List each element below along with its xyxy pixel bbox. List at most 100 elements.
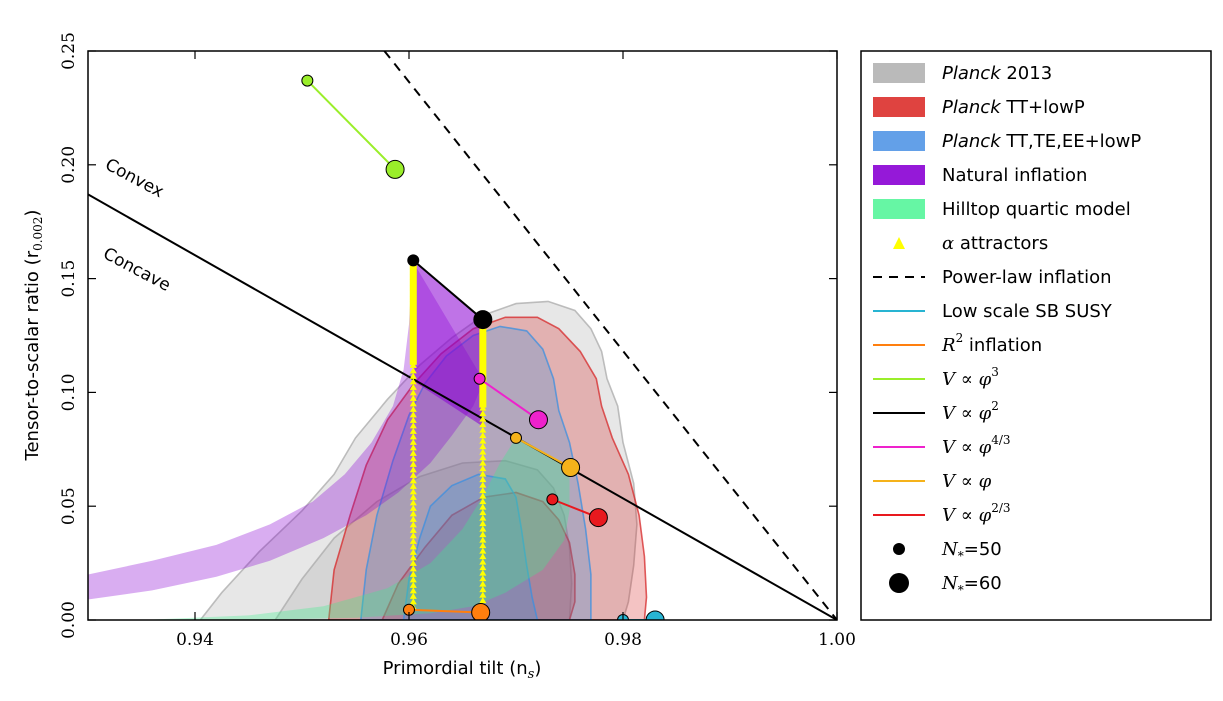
alpha-attractor-marker	[409, 405, 417, 412]
alpha-attractor-marker	[479, 564, 487, 571]
alpha-attractor-marker	[409, 367, 417, 374]
alpha-attractor-marker	[409, 273, 417, 280]
legend-label: Low scale SB SUSY	[942, 301, 1113, 322]
legend-item: Planck TT+lowP	[873, 97, 1085, 118]
alpha-region-fill	[413, 260, 483, 427]
alpha-attractor-marker	[409, 559, 417, 566]
alpha-attractor-marker	[409, 301, 417, 308]
legend-item: Power-law inflation	[873, 267, 1112, 288]
x-tick-label: 0.98	[604, 630, 642, 650]
alpha-attractor-marker	[409, 438, 417, 445]
alpha-attractor-marker	[409, 554, 417, 561]
alpha-attractor-marker	[479, 355, 487, 362]
y-tick-label: 0.10	[59, 373, 79, 411]
alpha-attractor-marker	[479, 498, 487, 505]
alpha-attractor-marker	[409, 383, 417, 390]
legend-item: R2 inflation	[873, 331, 1042, 356]
alpha-attractor-marker	[409, 394, 417, 401]
legend-swatch	[873, 97, 925, 117]
alpha-attractor-marker	[409, 598, 417, 605]
planck-contours	[199, 300, 648, 620]
alpha-attractor-marker	[479, 426, 487, 433]
alpha-attractor-marker	[409, 455, 417, 462]
annotation-concave: Concave	[100, 244, 174, 296]
y-tick-label: 0.00	[59, 601, 79, 639]
point-low-scale-sb-susy-n60	[645, 610, 665, 620]
legend-label: R2 inflation	[941, 331, 1042, 356]
alpha-attractor-marker	[409, 372, 417, 379]
alpha-attractor-marker	[409, 488, 417, 495]
legend-label: Planck TT,TE,EE+lowP	[942, 131, 1141, 152]
legend-item: N*=50	[893, 539, 1002, 563]
legend-swatch	[873, 165, 925, 185]
alpha-attractor-marker	[479, 597, 487, 604]
alpha-attractor-marker	[479, 393, 487, 400]
alpha-attractor-marker	[409, 350, 417, 357]
alpha-attractor-marker	[409, 471, 417, 478]
alpha-attractor-marker	[409, 466, 417, 473]
legend-swatch	[873, 131, 925, 151]
contour-planck-tt-te-ee-lowp-68	[402, 473, 539, 620]
legend-item: V ∝ φ2	[873, 399, 999, 424]
line-convex-concave-divider	[88, 193, 837, 620]
point-v-4-3-n60	[528, 410, 548, 430]
x-tick-label: 1.00	[818, 630, 856, 650]
alpha-attractor-marker	[409, 592, 417, 599]
legend-item: V ∝ φ	[873, 471, 992, 492]
alpha-attractor-marker	[479, 542, 487, 549]
alpha-attractor-marker	[409, 356, 417, 363]
alpha-attractor-marker	[479, 454, 487, 461]
alpha-attractor-marker	[409, 427, 417, 434]
alpha-attractor-marker	[409, 279, 417, 286]
alpha-attractor-marker	[479, 503, 487, 510]
legend-item: α attractors	[893, 233, 1048, 254]
alpha-attractor-marker	[479, 338, 487, 345]
alpha-attractor-marker	[479, 448, 487, 455]
alpha-attractor-marker	[409, 295, 417, 302]
legend-item: Natural inflation	[873, 165, 1087, 186]
point-v-4-3-n50	[473, 372, 486, 385]
x-tick-label: 0.96	[390, 630, 428, 650]
y-tick-label: 0.25	[59, 32, 79, 70]
legend-label: V ∝ φ2/3	[942, 501, 1011, 526]
alpha-attractor-marker	[479, 415, 487, 422]
alpha-attractor-marker	[409, 543, 417, 550]
point-v-3-n50	[301, 74, 314, 87]
series-line-v	[515, 437, 572, 469]
alpha-attractor-marker	[409, 526, 417, 533]
contour-planck-tt-lowp-68	[381, 491, 576, 620]
alpha-attractor-marker	[409, 460, 417, 467]
alpha-attractor-marker	[479, 481, 487, 488]
alpha-attractor-marker	[409, 444, 417, 451]
alpha-attractor-marker	[409, 477, 417, 484]
x-tick-label: 0.94	[176, 630, 214, 650]
alpha-attractor-marker	[479, 432, 487, 439]
alpha-attractor-marker	[479, 327, 487, 334]
series-line-r2-inflation	[408, 608, 481, 614]
model-series	[301, 74, 665, 620]
alpha-attractor-marker	[479, 575, 487, 582]
alpha-attractor-marker	[409, 433, 417, 440]
legend-label: V ∝ φ4/3	[942, 433, 1011, 458]
legend-item: Planck 2013	[873, 63, 1052, 84]
y-tick-label: 0.15	[59, 260, 79, 298]
point-v-n50	[510, 431, 522, 444]
x-axis: 0.94 0.96 0.98 1.00	[176, 51, 856, 650]
alpha-attractor-marker	[479, 476, 487, 483]
contour-planck-tt-te-ee-lowp-95	[359, 325, 592, 620]
alpha-attractor-marker	[409, 389, 417, 396]
alpha-attractor-marker	[409, 449, 417, 456]
alpha-attractor-marker	[479, 525, 487, 532]
alpha-attractor-marker	[409, 493, 417, 500]
alpha-attractor-marker	[409, 521, 417, 528]
legend-label: V ∝ φ2	[942, 399, 999, 424]
legend-label: Power-law inflation	[942, 267, 1112, 288]
legend-swatch	[873, 63, 925, 83]
legend-item: V ∝ φ3	[873, 365, 999, 390]
alpha-attractor-marker	[479, 487, 487, 494]
y-axis-label: Tensor-to-scalar ratio (r0.002)	[22, 210, 45, 462]
legend-item: Hilltop quartic model	[873, 199, 1131, 220]
alpha-attractor-marker	[409, 268, 417, 275]
legend-label: V ∝ φ3	[942, 365, 999, 390]
